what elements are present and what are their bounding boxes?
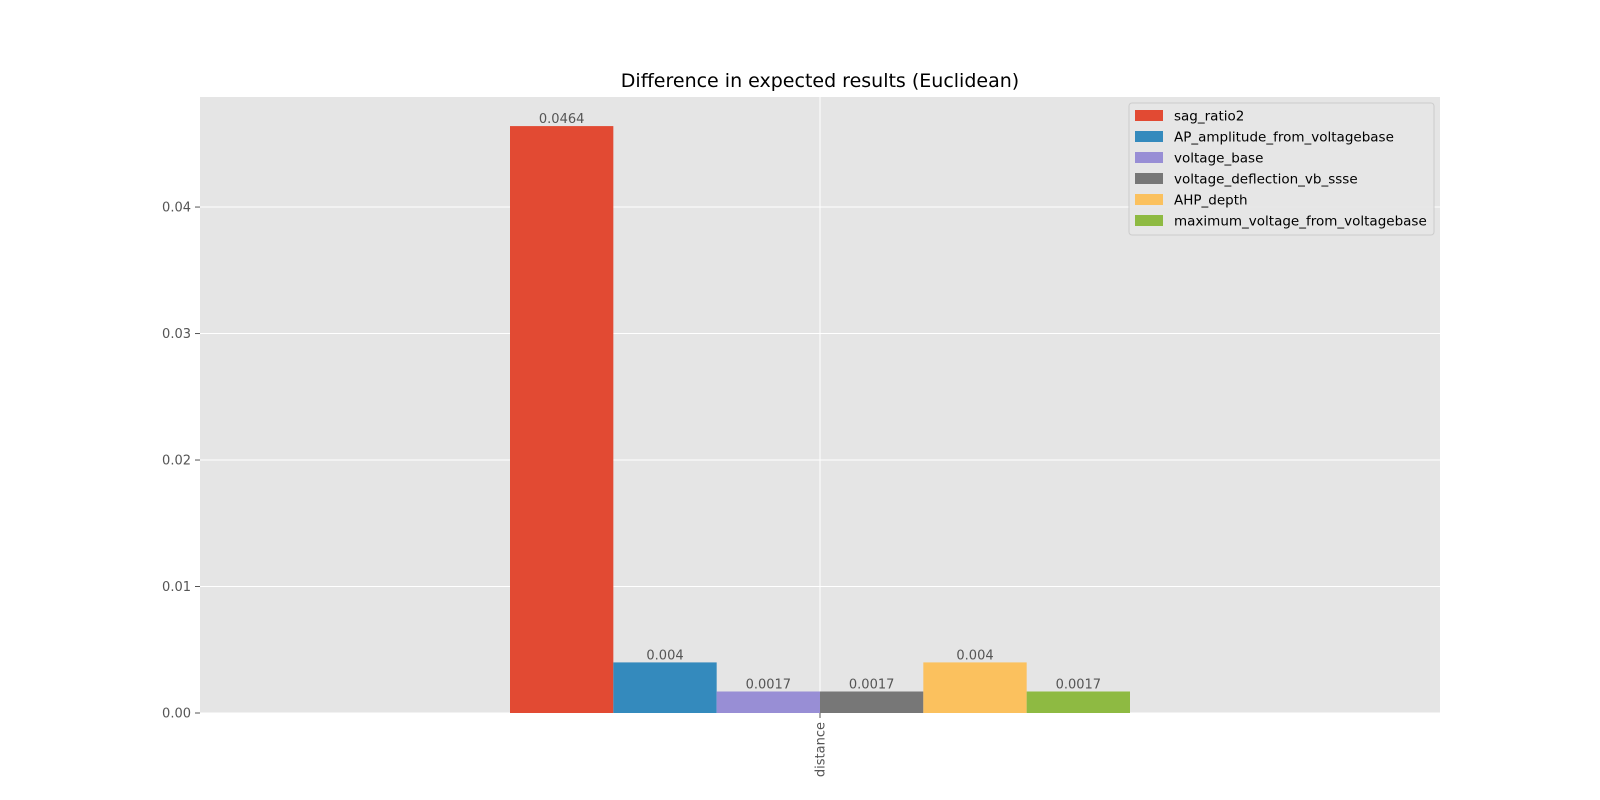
- bar-label-maximum_voltage_from_voltagebase: 0.0017: [1056, 677, 1102, 692]
- legend-swatch-voltage_deflection_vb_ssse: [1135, 173, 1163, 184]
- bar-sag_ratio2: [510, 126, 614, 713]
- legend-swatch-voltage_base: [1135, 152, 1163, 163]
- bar-label-AP_amplitude_from_voltagebase: 0.004: [646, 648, 683, 663]
- legend-swatch-AP_amplitude_from_voltagebase: [1135, 131, 1163, 142]
- legend-label-voltage_deflection_vb_ssse: voltage_deflection_vb_ssse: [1174, 172, 1358, 188]
- bar-AHP_depth: [923, 662, 1027, 713]
- x-axis: distance: [814, 713, 829, 777]
- legend-label-AP_amplitude_from_voltagebase: AP_amplitude_from_voltagebase: [1174, 130, 1394, 146]
- bar-voltage_base: [716, 691, 820, 713]
- bars: [510, 126, 1130, 713]
- bar-label-sag_ratio2: 0.0464: [539, 112, 585, 127]
- bar-label-voltage_deflection_vb_ssse: 0.0017: [849, 677, 895, 692]
- legend-label-AHP_depth: AHP_depth: [1174, 193, 1248, 209]
- legend-label-maximum_voltage_from_voltagebase: maximum_voltage_from_voltagebase: [1174, 214, 1427, 230]
- y-tick-label: 0.02: [162, 454, 191, 469]
- legend-label-voltage_base: voltage_base: [1174, 151, 1263, 167]
- legend-swatch-maximum_voltage_from_voltagebase: [1135, 215, 1163, 226]
- legend-label-sag_ratio2: sag_ratio2: [1174, 109, 1244, 125]
- legend-swatch-AHP_depth: [1135, 194, 1163, 205]
- x-tick-label: distance: [814, 722, 829, 777]
- y-tick-label: 0.00: [162, 707, 191, 722]
- chart-title: Difference in expected results (Euclidea…: [621, 70, 1019, 92]
- y-axis: 0.00 0.01 0.02 0.03 0.04: [162, 201, 200, 722]
- y-tick-label: 0.01: [162, 580, 191, 595]
- bar-AP_amplitude_from_voltagebase: [613, 662, 717, 713]
- legend-box: [1128, 102, 1435, 236]
- legend-swatch-sag_ratio2: [1135, 110, 1163, 121]
- bar-label-voltage_base: 0.0017: [746, 677, 792, 692]
- bar-voltage_deflection_vb_ssse: [820, 691, 924, 713]
- legend: sag_ratio2 AP_amplitude_from_voltagebasev…: [1128, 102, 1435, 236]
- y-tick-label: 0.04: [162, 201, 191, 216]
- y-tick-label: 0.03: [162, 327, 191, 342]
- bar-label-AHP_depth: 0.004: [956, 648, 993, 663]
- bar-maximum_voltage_from_voltagebase: [1026, 691, 1130, 713]
- bar-labels: 0.0464 0.004 0.0017 0.0017 0.004 0.0017: [539, 112, 1101, 692]
